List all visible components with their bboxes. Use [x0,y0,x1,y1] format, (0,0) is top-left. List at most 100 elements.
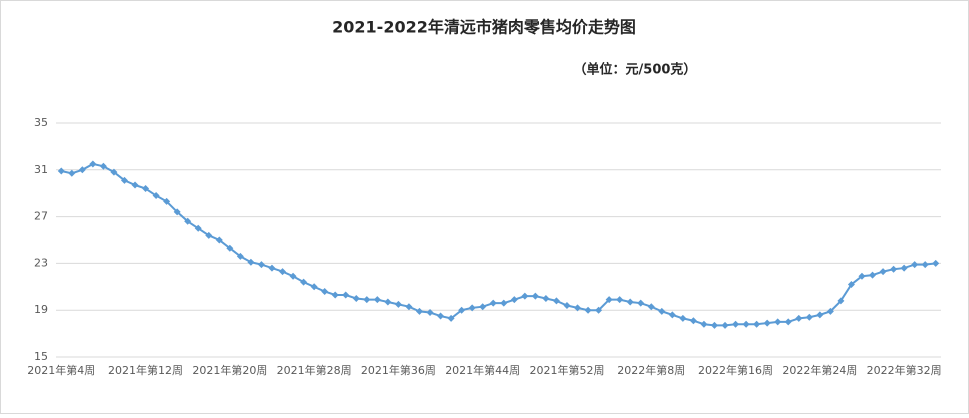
marker [584,306,592,314]
x-tick-label: 2022年第32周 [867,363,942,377]
marker [679,314,687,322]
marker [647,303,655,311]
marker [247,258,255,266]
marker [710,321,718,329]
marker [869,271,877,279]
marker [826,307,834,315]
marker [689,317,697,325]
marker [510,296,518,304]
marker [763,319,771,327]
marker [911,261,919,269]
marker [173,208,181,216]
marker [616,296,624,304]
marker [658,307,666,315]
marker [605,296,613,304]
x-tick-label: 2021年第28周 [277,363,352,377]
marker [163,197,171,205]
y-tick-label: 15 [34,350,48,363]
y-tick-label: 27 [34,210,48,223]
x-tick-label: 2022年第24周 [782,363,857,377]
marker [816,311,824,319]
marker [373,296,381,304]
marker [721,321,729,329]
marker [542,295,550,302]
marker [205,231,213,239]
marker [363,296,371,304]
marker [458,306,466,314]
marker [500,299,508,307]
marker [552,297,560,305]
marker [352,295,360,302]
marker [847,280,855,288]
marker [637,299,645,307]
x-tick-label: 2021年第52周 [529,363,604,377]
marker [921,261,929,269]
marker [753,320,761,328]
marker [310,283,318,291]
marker [279,268,287,276]
marker [774,318,782,326]
marker [784,318,792,326]
marker [236,252,244,260]
marker [405,303,413,311]
marker [879,268,887,276]
marker [215,236,223,244]
marker [890,265,898,273]
x-tick-label: 2022年第8周 [617,363,685,377]
marker [415,307,423,315]
marker [900,264,908,272]
x-tick-label: 2021年第36周 [361,363,436,377]
marker [289,272,297,280]
marker [795,314,803,322]
marker [142,185,150,193]
marker [479,303,487,311]
x-tick-label: 2021年第4周 [27,363,95,377]
marker [57,167,65,175]
marker [574,304,582,312]
marker [78,166,86,174]
marker [700,320,708,328]
chart-title: 2021-2022年清远市猪肉零售均价走势图 [332,18,636,37]
marker [300,278,308,286]
x-tick-label: 2021年第20周 [192,363,267,377]
x-tick-label: 2022年第16周 [698,363,773,377]
marker [742,320,750,328]
marker [321,287,329,295]
marker [668,311,676,319]
marker [384,298,392,306]
marker [268,264,276,272]
marker [626,298,634,306]
marker [184,217,192,225]
marker [426,309,434,317]
x-tick-label: 2021年第44周 [445,363,520,377]
marker [858,272,866,280]
marker [68,169,76,177]
marker [331,291,339,299]
marker [437,312,445,320]
marker [120,176,128,184]
marker [99,162,107,170]
marker [194,224,202,232]
marker [226,244,234,252]
y-tick-label: 19 [34,303,48,316]
marker [595,306,603,314]
marker [131,181,139,189]
marker [521,292,529,300]
chart-subtitle: （单位：元/500克） [574,62,697,78]
x-tick-label: 2021年第12周 [108,363,183,377]
marker [837,297,845,305]
marker [257,261,265,269]
marker [110,168,118,176]
marker [805,313,813,321]
marker [342,291,350,299]
y-tick-label: 23 [34,256,48,269]
marker [89,160,97,168]
marker [394,300,402,308]
marker [468,304,476,312]
marker [531,292,539,300]
y-tick-label: 31 [34,163,48,176]
marker [489,299,497,307]
marker [563,302,571,310]
